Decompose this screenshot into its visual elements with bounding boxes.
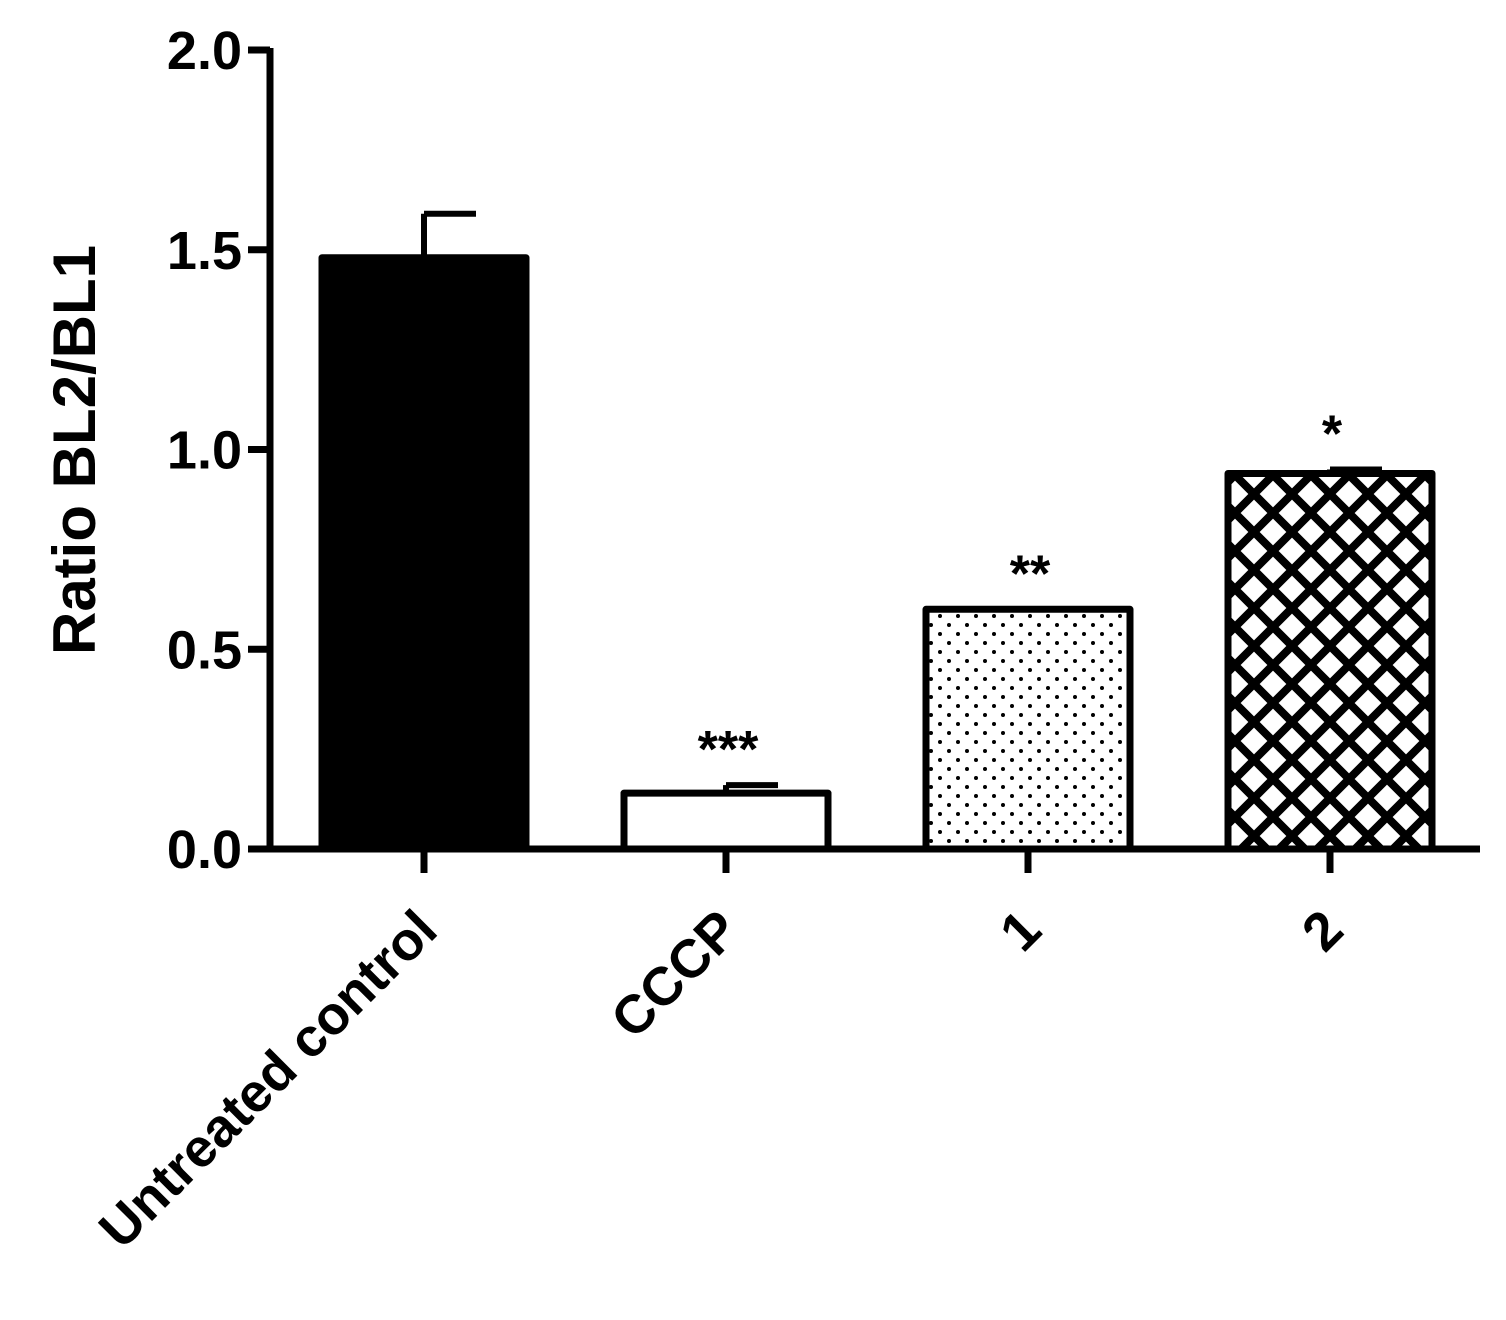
bars	[318, 254, 1436, 853]
significance-labels: ******	[698, 405, 1343, 779]
category-label: 2	[1291, 899, 1355, 963]
y-tick-label: 1.0	[167, 421, 242, 481]
significance-label: ***	[698, 721, 759, 779]
category-label: 1	[989, 899, 1053, 963]
x-ticks	[420, 849, 1334, 873]
y-tick-label: 0.0	[167, 820, 242, 880]
y-ticks: 0.0 0.5 1.0 1.5 2.0	[167, 21, 270, 880]
bar-3	[922, 605, 1134, 853]
bar-1	[318, 254, 530, 853]
bar-2	[620, 789, 832, 853]
y-tick-label: 2.0	[167, 21, 242, 81]
y-tick-label: 1.5	[167, 221, 242, 281]
category-labels: Untreated control CCCP 1 2	[88, 899, 1355, 1260]
category-label: CCCP	[600, 899, 751, 1050]
y-axis-title: Ratio BL2/BL1	[41, 245, 108, 655]
y-tick-label: 0.5	[167, 620, 242, 680]
significance-label: **	[1010, 545, 1051, 603]
bar-4	[1224, 469, 1436, 853]
category-label: Untreated control	[88, 899, 449, 1260]
significance-label: *	[1322, 405, 1343, 463]
error-bars	[421, 210, 1382, 794]
